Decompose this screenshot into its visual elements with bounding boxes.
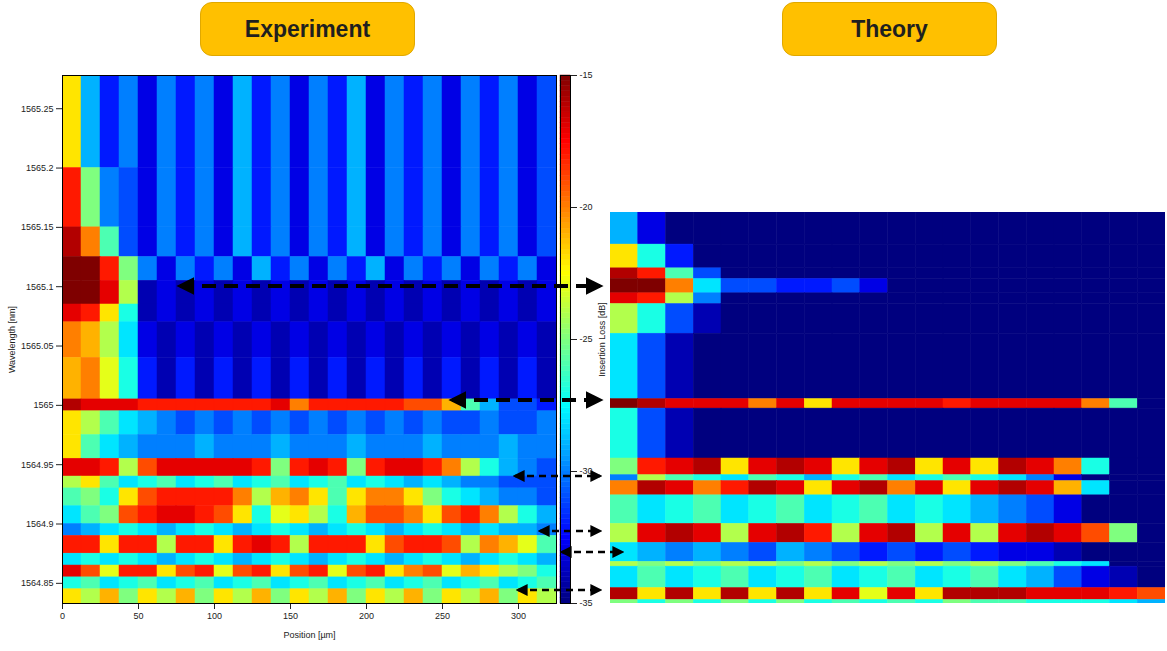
svg-text:1565: 1565	[33, 400, 53, 410]
svg-text:-25: -25	[580, 334, 593, 344]
svg-text:1565.2: 1565.2	[26, 163, 54, 173]
svg-text:1565.25: 1565.25	[21, 104, 54, 114]
svg-text:Insertion Loss [dB]: Insertion Loss [dB]	[597, 302, 607, 377]
svg-text:1564.9: 1564.9	[26, 519, 54, 529]
svg-text:250: 250	[435, 611, 450, 621]
svg-text:1565.05: 1565.05	[21, 341, 54, 351]
svg-text:-30: -30	[580, 466, 593, 476]
html-text:Experiment: Experiment	[244, 15, 371, 42]
svg-text:1564.85: 1564.85	[21, 578, 54, 588]
svg-text:-15: -15	[580, 70, 593, 80]
svg-text:300: 300	[511, 611, 526, 621]
svg-text:100: 100	[207, 611, 222, 621]
svg-text:1565.15: 1565.15	[21, 222, 54, 232]
html-text:Theory: Theory	[851, 15, 928, 42]
svg-text:200: 200	[359, 611, 374, 621]
svg-text:Position [µm]: Position [µm]	[283, 630, 335, 640]
svg-text:1565.1: 1565.1	[26, 282, 54, 292]
svg-text:0: 0	[60, 611, 65, 621]
svg-text:-20: -20	[580, 202, 593, 212]
svg-text:Wavelength [nm]: Wavelength [nm]	[7, 306, 17, 373]
svg-text:50: 50	[133, 611, 143, 621]
svg-text:1564.95: 1564.95	[21, 460, 54, 470]
svg-text:150: 150	[283, 611, 298, 621]
svg-text:-35: -35	[580, 598, 593, 608]
